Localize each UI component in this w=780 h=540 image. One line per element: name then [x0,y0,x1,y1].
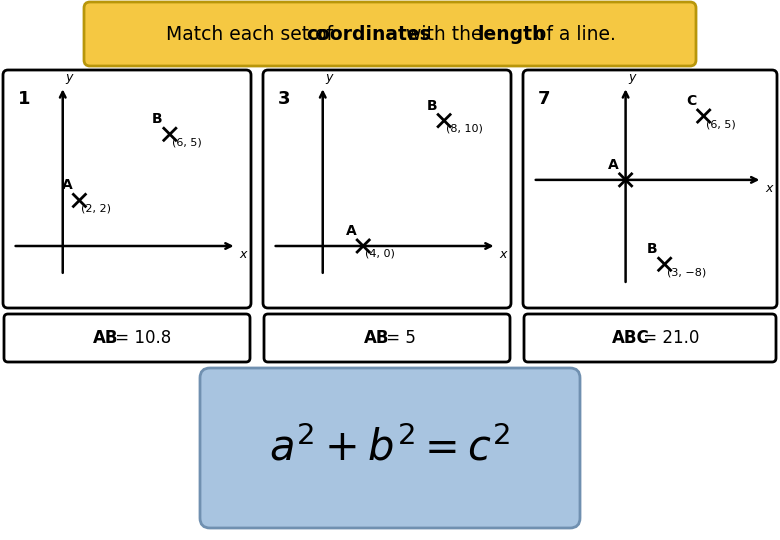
Text: coordinates: coordinates [306,25,431,44]
FancyBboxPatch shape [263,70,511,308]
Text: (6, 5): (6, 5) [172,137,201,147]
Text: A: A [608,158,619,172]
Text: (3, −8): (3, −8) [667,267,706,277]
Text: length: length [477,25,546,44]
Text: AB: AB [94,329,119,347]
Text: x: x [765,182,773,195]
Text: x: x [239,248,246,261]
Text: Match each set of: Match each set of [165,25,339,44]
Text: (6, 5): (6, 5) [706,119,736,129]
Text: 1: 1 [18,90,30,108]
Text: ABC: ABC [612,329,650,347]
FancyBboxPatch shape [200,368,580,528]
Text: C: C [686,94,697,108]
Text: with the: with the [399,25,488,44]
Text: (4, 0): (4, 0) [365,249,395,259]
Text: y: y [629,71,636,84]
Text: = 21.0: = 21.0 [637,329,699,347]
FancyBboxPatch shape [264,314,510,362]
Text: (2, 2): (2, 2) [81,204,112,213]
Text: of a line.: of a line. [529,25,615,44]
Text: 7: 7 [538,90,551,108]
FancyBboxPatch shape [524,314,776,362]
Text: y: y [66,71,73,84]
Text: B: B [427,99,437,113]
FancyBboxPatch shape [84,2,696,66]
Text: (8, 10): (8, 10) [446,124,483,133]
Text: = 5: = 5 [381,329,416,347]
Text: A: A [62,178,73,192]
FancyBboxPatch shape [4,314,250,362]
FancyBboxPatch shape [3,70,251,308]
FancyBboxPatch shape [523,70,777,308]
Text: x: x [499,248,507,261]
Text: B: B [152,112,163,126]
Text: AB: AB [364,329,389,347]
Text: A: A [346,224,356,238]
Text: y: y [326,71,333,84]
Text: B: B [647,242,658,256]
Text: 3: 3 [278,90,290,108]
Text: = 10.8: = 10.8 [110,329,172,347]
Text: $a^2 + b^2 = c^2$: $a^2 + b^2 = c^2$ [269,427,511,469]
